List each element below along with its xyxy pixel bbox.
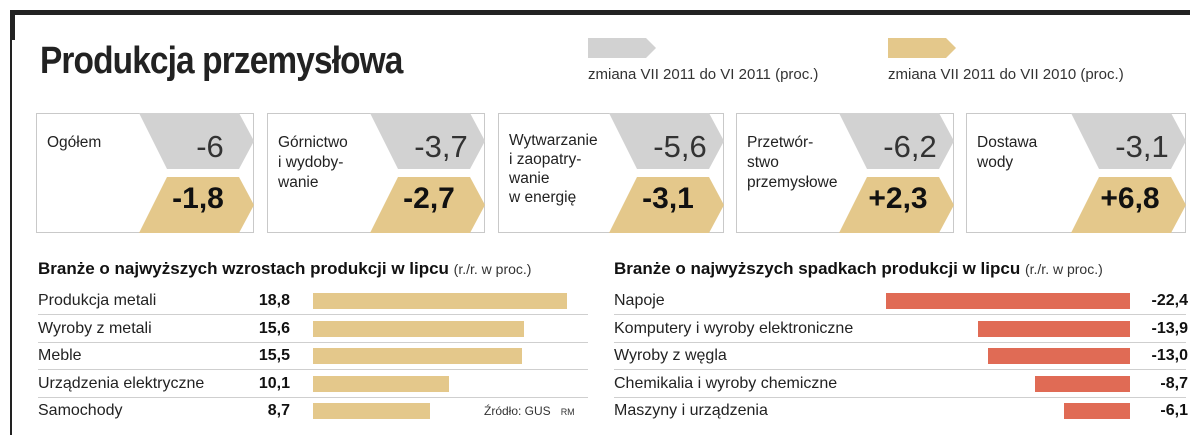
source-note: Źródło: GUS RM — [484, 404, 575, 418]
card-label: Przetwór- stwo przemysłowe — [747, 134, 838, 191]
legend-mom-swatch — [588, 38, 656, 58]
row-separator — [38, 396, 588, 398]
bar-value-label: 8,7 — [267, 402, 290, 419]
card-yoy-value: +6,8 — [1100, 182, 1160, 215]
bar — [978, 320, 1130, 337]
legend-mom-label: zmiana VII 2011 do VI 2011 (proc.) — [588, 66, 819, 83]
row-separator — [38, 341, 588, 343]
bar-category-label: Maszyny i urządzenia — [614, 402, 768, 419]
card-manufacturing: Przetwór- stwo przemysłowe -6,2 +2,3 — [736, 113, 954, 233]
card-total: Ogółem -6 -1,8 — [36, 113, 254, 233]
row-separator — [614, 341, 1186, 343]
bar — [313, 348, 523, 364]
frame-left-thin-rule — [10, 40, 12, 435]
bar-value-label: -13,9 — [1151, 319, 1188, 337]
card-mom-value: -3,7 — [414, 129, 468, 164]
card-label: Górnictwo i wydoby- wanie — [278, 134, 348, 191]
bar-value-label: -22,4 — [1151, 292, 1188, 309]
card-shape — [736, 113, 954, 233]
card-shape — [36, 113, 254, 233]
growth-title-unit: (r./r. w proc.) — [453, 261, 532, 277]
bar — [313, 403, 431, 419]
decline-title-text: Branże o najwyższych spadkach produkcji … — [614, 259, 1021, 278]
card-mining: Górnictwo i wydoby- wanie -3,7 -2,7 — [267, 113, 485, 233]
bar-category-label: Komputery i wyroby elektroniczne — [614, 319, 854, 337]
decline-section-title: Branże o najwyższych spadkach produkcji … — [614, 259, 1103, 279]
card-mom-value: -6,2 — [883, 129, 937, 164]
bar-value-label: -13,0 — [1151, 347, 1188, 364]
row-separator — [38, 314, 588, 315]
card-shape — [966, 113, 1186, 233]
card-energy: Wytwarzanie i zaopatry- wanie w energię … — [498, 113, 724, 233]
card-mom-value: -5,6 — [653, 129, 707, 164]
bar-value-label: 18,8 — [258, 292, 290, 309]
credit-text: RM — [560, 407, 575, 417]
card-mom-value: -6 — [196, 129, 224, 164]
bar — [313, 375, 450, 392]
bar-category-label: Produkcja metali — [38, 292, 157, 309]
bar-category-label: Meble — [38, 347, 82, 364]
bar — [313, 293, 567, 309]
source-text: Źródło: GUS — [484, 404, 551, 418]
legend-yoy-swatch — [888, 38, 956, 58]
bar — [885, 293, 1130, 309]
bar-value-label: -6,1 — [1160, 402, 1188, 419]
bar-category-label: Chemikalia i wyroby chemiczne — [614, 374, 838, 392]
bar-category-label: Napoje — [614, 292, 665, 309]
frame-left-rule — [10, 10, 15, 40]
card-shape — [498, 113, 724, 233]
legend-yoy: zmiana VII 2011 do VII 2010 (proc.) — [888, 38, 1124, 83]
row-separator — [614, 396, 1186, 398]
card-shape — [267, 113, 485, 233]
bar-value-label: 10,1 — [258, 374, 290, 392]
decline-title-unit: (r./r. w proc.) — [1024, 261, 1103, 277]
card-label: Dostawa wody — [977, 134, 1038, 171]
bar — [988, 348, 1130, 364]
card-yoy-value: -1,8 — [172, 182, 224, 215]
row-separator — [614, 314, 1186, 315]
row-separator — [38, 369, 588, 370]
bar — [1035, 375, 1130, 392]
bar-category-label: Wyroby z węgla — [614, 347, 727, 364]
growth-section-title: Branże o najwyższych wzrostach produkcji… — [38, 259, 531, 279]
card-label: Ogółem — [47, 134, 102, 151]
card-water: Dostawa wody -3,1 +6,8 — [966, 113, 1186, 233]
bar-value-label: 15,5 — [258, 347, 290, 364]
bar — [1063, 403, 1130, 419]
card-yoy-value: -2,7 — [403, 182, 455, 215]
legend-yoy-label: zmiana VII 2011 do VII 2010 (proc.) — [888, 66, 1124, 83]
bar-category-label: Samochody — [38, 402, 123, 419]
bar-category-label: Wyroby z metali — [38, 319, 152, 337]
card-yoy-value: -3,1 — [642, 182, 694, 215]
card-yoy-value: +2,3 — [868, 182, 928, 215]
frame-top-rule — [10, 10, 1190, 15]
card-mom-value: -3,1 — [1115, 129, 1169, 164]
row-separator — [614, 369, 1186, 370]
page-title: Produkcja przemysłowa — [40, 40, 403, 82]
card-label: Wytwarzanie i zaopatry- wanie w energię — [509, 132, 598, 206]
growth-title-text: Branże o najwyższych wzrostach produkcji… — [38, 259, 449, 278]
legend-mom: zmiana VII 2011 do VI 2011 (proc.) — [588, 38, 818, 83]
bar-category-label: Urządzenia elektryczne — [38, 374, 205, 392]
bar — [313, 320, 524, 337]
bar-value-label: -8,7 — [1160, 374, 1188, 392]
bar-value-label: 15,6 — [258, 319, 290, 337]
